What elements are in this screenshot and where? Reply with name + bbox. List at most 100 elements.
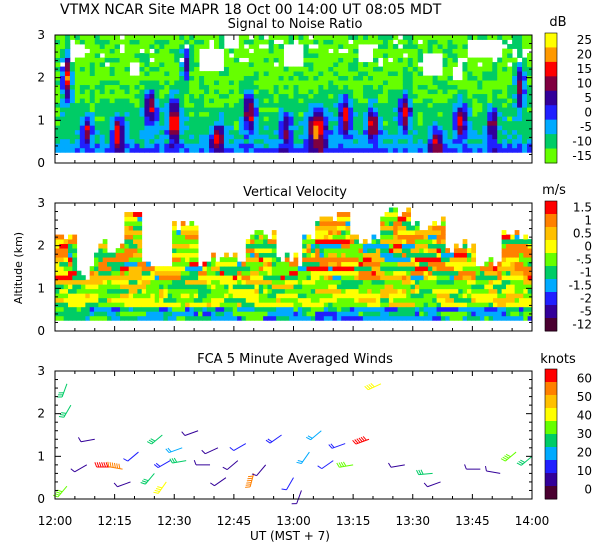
snr-cell xyxy=(129,102,135,108)
snr-cell xyxy=(238,48,245,54)
vv-cell xyxy=(271,279,277,285)
vv-cell xyxy=(354,252,359,258)
snr-cell xyxy=(328,138,334,144)
vv-cell xyxy=(167,275,173,281)
snr-cell xyxy=(477,134,483,140)
snr-cell xyxy=(407,53,414,58)
vv-cell xyxy=(406,266,411,272)
vv-cell xyxy=(306,234,312,240)
snr-cell xyxy=(462,116,468,122)
snr-cell xyxy=(99,102,106,108)
vv-cell xyxy=(250,302,255,308)
snr-cell xyxy=(338,134,344,140)
snr-cell xyxy=(368,62,374,67)
snr-cell xyxy=(447,120,453,126)
snr-cell xyxy=(422,111,429,117)
snr-cell xyxy=(79,57,86,63)
vv-cell xyxy=(55,315,60,321)
barb-feather xyxy=(77,437,82,442)
vv-cell xyxy=(68,266,73,272)
snr-cell xyxy=(288,102,294,108)
snr-cell xyxy=(427,80,434,86)
snr-cell xyxy=(258,107,265,113)
snr-cell xyxy=(407,75,414,81)
vv-cell xyxy=(514,230,520,235)
snr-cell xyxy=(174,53,180,58)
snr-cell xyxy=(124,80,130,86)
snr-cell xyxy=(298,107,304,113)
vv-cell xyxy=(436,279,442,285)
vv-cell xyxy=(332,270,338,276)
snr-cell xyxy=(377,53,384,58)
vv-cell xyxy=(59,270,65,276)
snr-cell xyxy=(382,120,389,126)
snr-cell xyxy=(104,71,111,77)
snr-cell xyxy=(457,143,463,149)
snr-cell xyxy=(243,84,250,90)
snr-cell xyxy=(343,143,349,149)
vv-cell xyxy=(510,239,516,245)
vv-cell xyxy=(263,234,268,240)
snr-cell xyxy=(99,66,106,72)
snr-cell xyxy=(308,143,314,149)
snr-cell xyxy=(114,48,120,54)
vv-cell xyxy=(423,248,429,254)
snr-cell xyxy=(89,57,96,63)
snr-cell xyxy=(328,53,334,58)
snr-cell xyxy=(467,35,473,40)
vv-cell xyxy=(211,284,216,290)
snr-cell xyxy=(323,143,329,149)
snr-cell xyxy=(487,75,493,81)
vv-cell xyxy=(185,306,190,312)
snr-cell xyxy=(452,35,458,40)
barb-staff xyxy=(339,464,354,468)
barb-feather xyxy=(370,383,375,388)
snr-cell xyxy=(323,48,329,54)
snr-cell xyxy=(89,107,96,113)
vv-cell xyxy=(280,261,286,267)
snr-cell xyxy=(79,93,86,99)
snr-cell xyxy=(228,84,235,90)
vv-cell xyxy=(349,311,355,317)
snr-cell xyxy=(487,120,493,126)
barb-staff xyxy=(127,451,139,462)
snr-cell xyxy=(522,84,528,90)
snr-cell xyxy=(492,71,498,77)
snr-cell xyxy=(64,98,71,104)
snr-cell xyxy=(427,48,434,54)
snr-cell xyxy=(223,102,230,108)
snr-cell xyxy=(248,89,255,95)
vv-cell xyxy=(492,275,498,281)
vv-cell xyxy=(98,284,104,290)
vv-cell xyxy=(193,248,199,254)
vv-cell xyxy=(380,225,385,231)
vv-cell xyxy=(81,275,86,281)
vv-cell xyxy=(284,306,290,312)
colorbar-frame xyxy=(544,200,558,332)
snr-cell xyxy=(358,138,364,144)
vv-cell xyxy=(497,261,503,267)
vv-cell xyxy=(466,297,472,303)
snr-cell xyxy=(159,138,165,144)
snr-cell xyxy=(482,147,488,153)
snr-cell xyxy=(427,102,434,108)
snr-cell xyxy=(223,143,230,149)
vv-cell xyxy=(345,221,351,226)
vv-cell xyxy=(479,266,485,272)
snr-cell xyxy=(502,125,508,131)
snr-cell xyxy=(522,111,528,117)
snr-cell xyxy=(507,57,513,63)
snr-cell xyxy=(174,57,180,63)
snr-cell xyxy=(238,35,245,40)
snr-cell xyxy=(437,134,443,140)
vv-cell xyxy=(328,284,333,290)
snr-cell xyxy=(104,143,111,149)
vv-cell xyxy=(406,212,411,217)
snr-cell xyxy=(194,89,200,95)
vv-cell xyxy=(55,288,60,294)
snr-cell xyxy=(154,57,160,63)
vv-cell xyxy=(85,284,91,290)
snr-cell xyxy=(517,62,523,67)
vv-cell xyxy=(306,275,312,281)
snr-cell xyxy=(119,120,125,126)
